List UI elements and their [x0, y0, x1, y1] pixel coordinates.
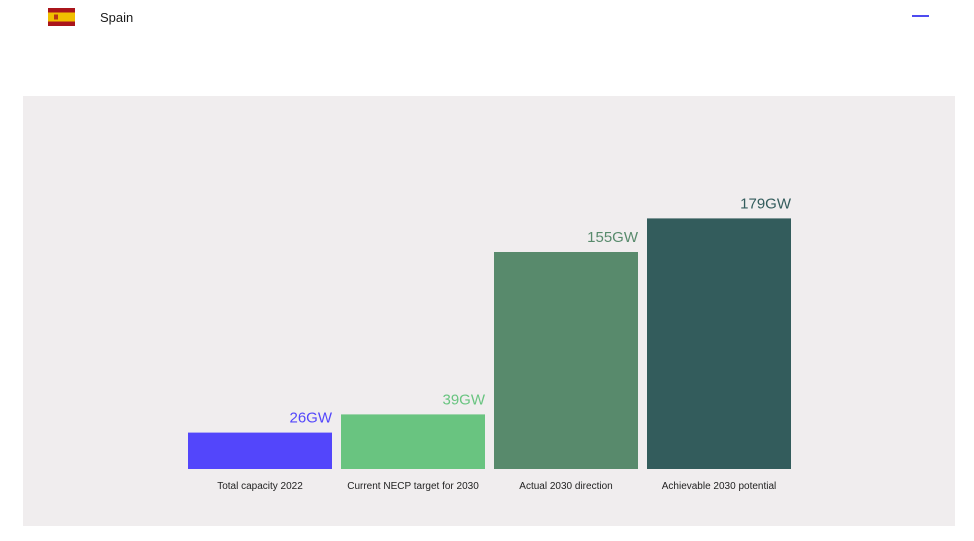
minus-icon — [912, 15, 929, 17]
country-name: Spain — [100, 10, 134, 25]
bar-value-label: 155GW — [587, 229, 639, 246]
bar-4 — [647, 218, 791, 469]
bar-value-label: 26GW — [289, 410, 332, 427]
chart-panel: 26GW Total capacity 2022 39GW Current NECP … — [23, 96, 955, 526]
category-label: Achievable 2030 potential — [662, 481, 777, 492]
capacity-bar-chart: 26GW Total capacity 2022 39GW Current NECP … — [188, 195, 792, 492]
bar-1 — [188, 432, 332, 469]
category-label: Current NECP target for 2030 — [347, 481, 479, 492]
category-label: Actual 2030 direction — [519, 481, 612, 492]
bar-value-label: 179GW — [740, 195, 792, 212]
bar-value-label: 39GW — [442, 391, 485, 408]
bar-2 — [341, 414, 485, 469]
category-label: Total capacity 2022 — [217, 481, 303, 492]
collapse-button[interactable] — [906, 8, 934, 26]
spain-flag-icon — [48, 8, 75, 26]
bar-3 — [494, 252, 638, 469]
country-header[interactable]: Spain — [0, 0, 974, 36]
